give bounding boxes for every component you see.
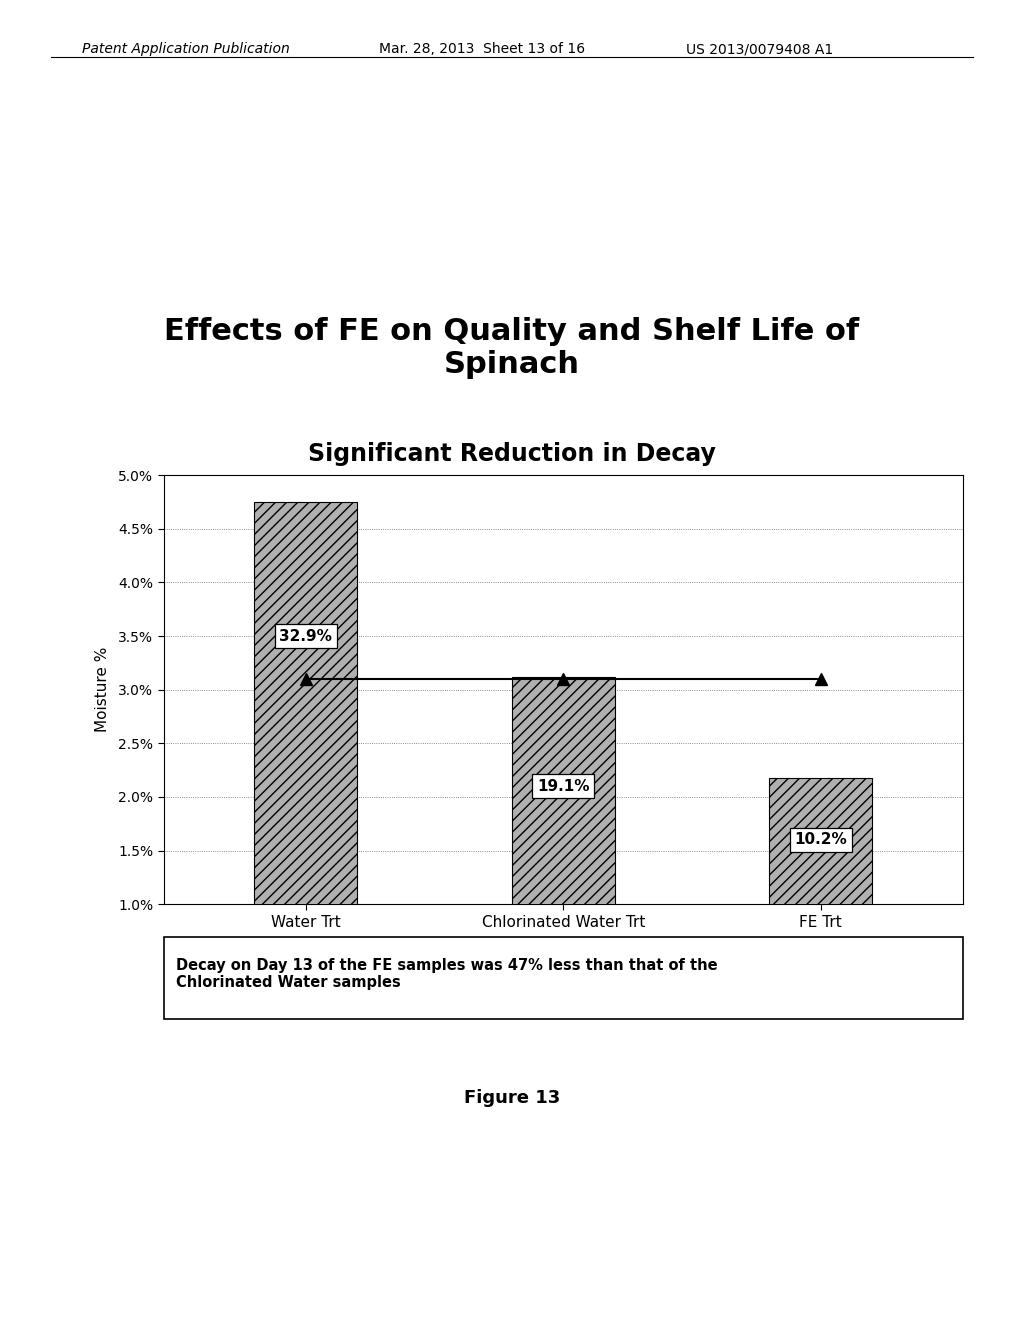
FancyBboxPatch shape [164,937,963,1019]
Text: Mar. 28, 2013  Sheet 13 of 16: Mar. 28, 2013 Sheet 13 of 16 [379,42,585,57]
Bar [254,502,357,1011]
Text: Decay on Day 13 of the FE samples was 47% less than that of the
Chlorinated Wate: Decay on Day 13 of the FE samples was 47… [176,958,718,990]
Legend: Decay % on Day 13 at 45F, Starting Moisture %: Decay % on Day 13 at 45F, Starting Moist… [334,987,793,1018]
Bar [769,777,872,1011]
Text: Figure 13: Figure 13 [464,1089,560,1107]
Text: US 2013/0079408 A1: US 2013/0079408 A1 [686,42,834,57]
Text: 10.2%: 10.2% [795,833,847,847]
Text: Significant Reduction in Decay: Significant Reduction in Decay [308,442,716,466]
Bar [512,677,614,1011]
Text: Patent Application Publication: Patent Application Publication [82,42,290,57]
Text: Effects of FE on Quality and Shelf Life of
Spinach: Effects of FE on Quality and Shelf Life … [165,317,859,379]
Text: 32.9%: 32.9% [280,628,332,644]
Text: 19.1%: 19.1% [537,779,590,793]
Y-axis label: Moisture %: Moisture % [95,647,110,733]
